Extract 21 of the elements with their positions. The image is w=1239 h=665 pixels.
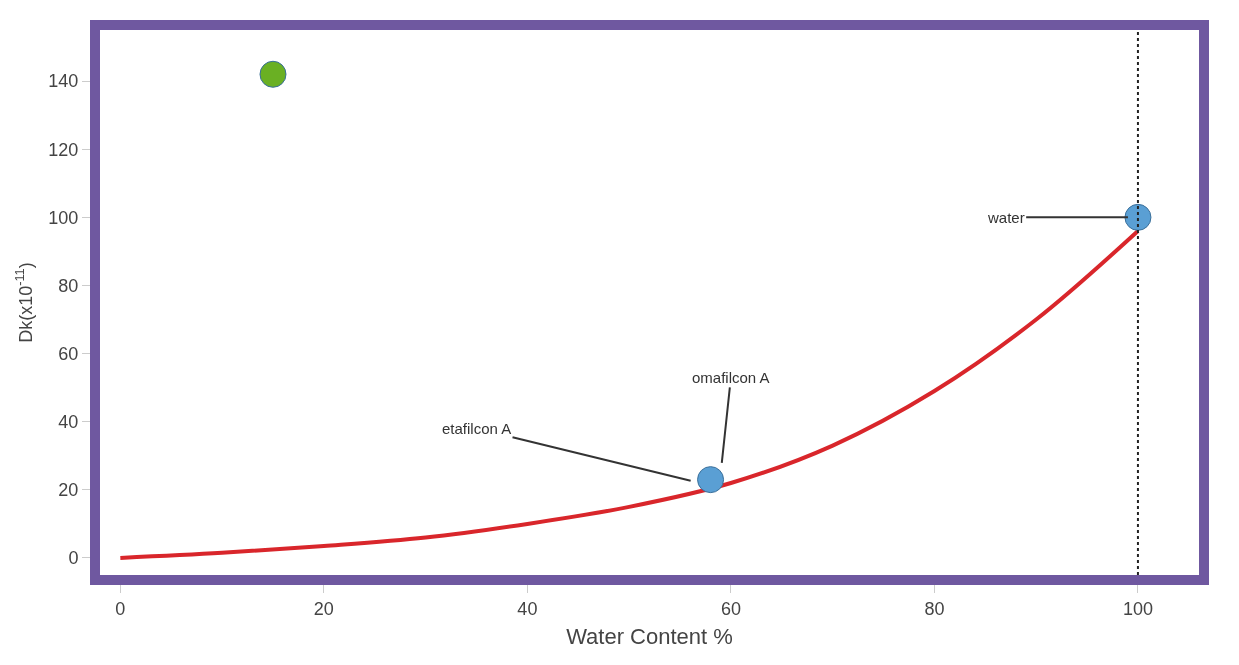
annotation: water [987, 209, 1025, 226]
y-tick-label: 60 [58, 343, 79, 364]
y-tick-label: 20 [58, 480, 79, 501]
x-tick-label: 60 [720, 598, 741, 619]
y-tick-label: 0 [68, 548, 79, 569]
x-axis-title: Water Content % [566, 624, 733, 649]
point [697, 466, 725, 494]
y-tick-label: 80 [58, 275, 79, 296]
x-tick-label: 80 [924, 598, 945, 619]
annotation: omafilcon A [692, 369, 770, 386]
y-tick-label: 140 [48, 71, 79, 92]
y-tick-label: 120 [48, 139, 79, 160]
x-tick-label: 0 [115, 598, 126, 619]
point [259, 60, 287, 88]
x-tick-label: 40 [517, 598, 538, 619]
x-tick-label: 100 [1122, 598, 1153, 619]
x-tick-label: 20 [313, 598, 334, 619]
annotation: etafilcon A [442, 420, 512, 437]
y-tick-label: 100 [48, 207, 79, 228]
y-tick-label: 40 [58, 412, 79, 433]
point [1124, 203, 1152, 231]
